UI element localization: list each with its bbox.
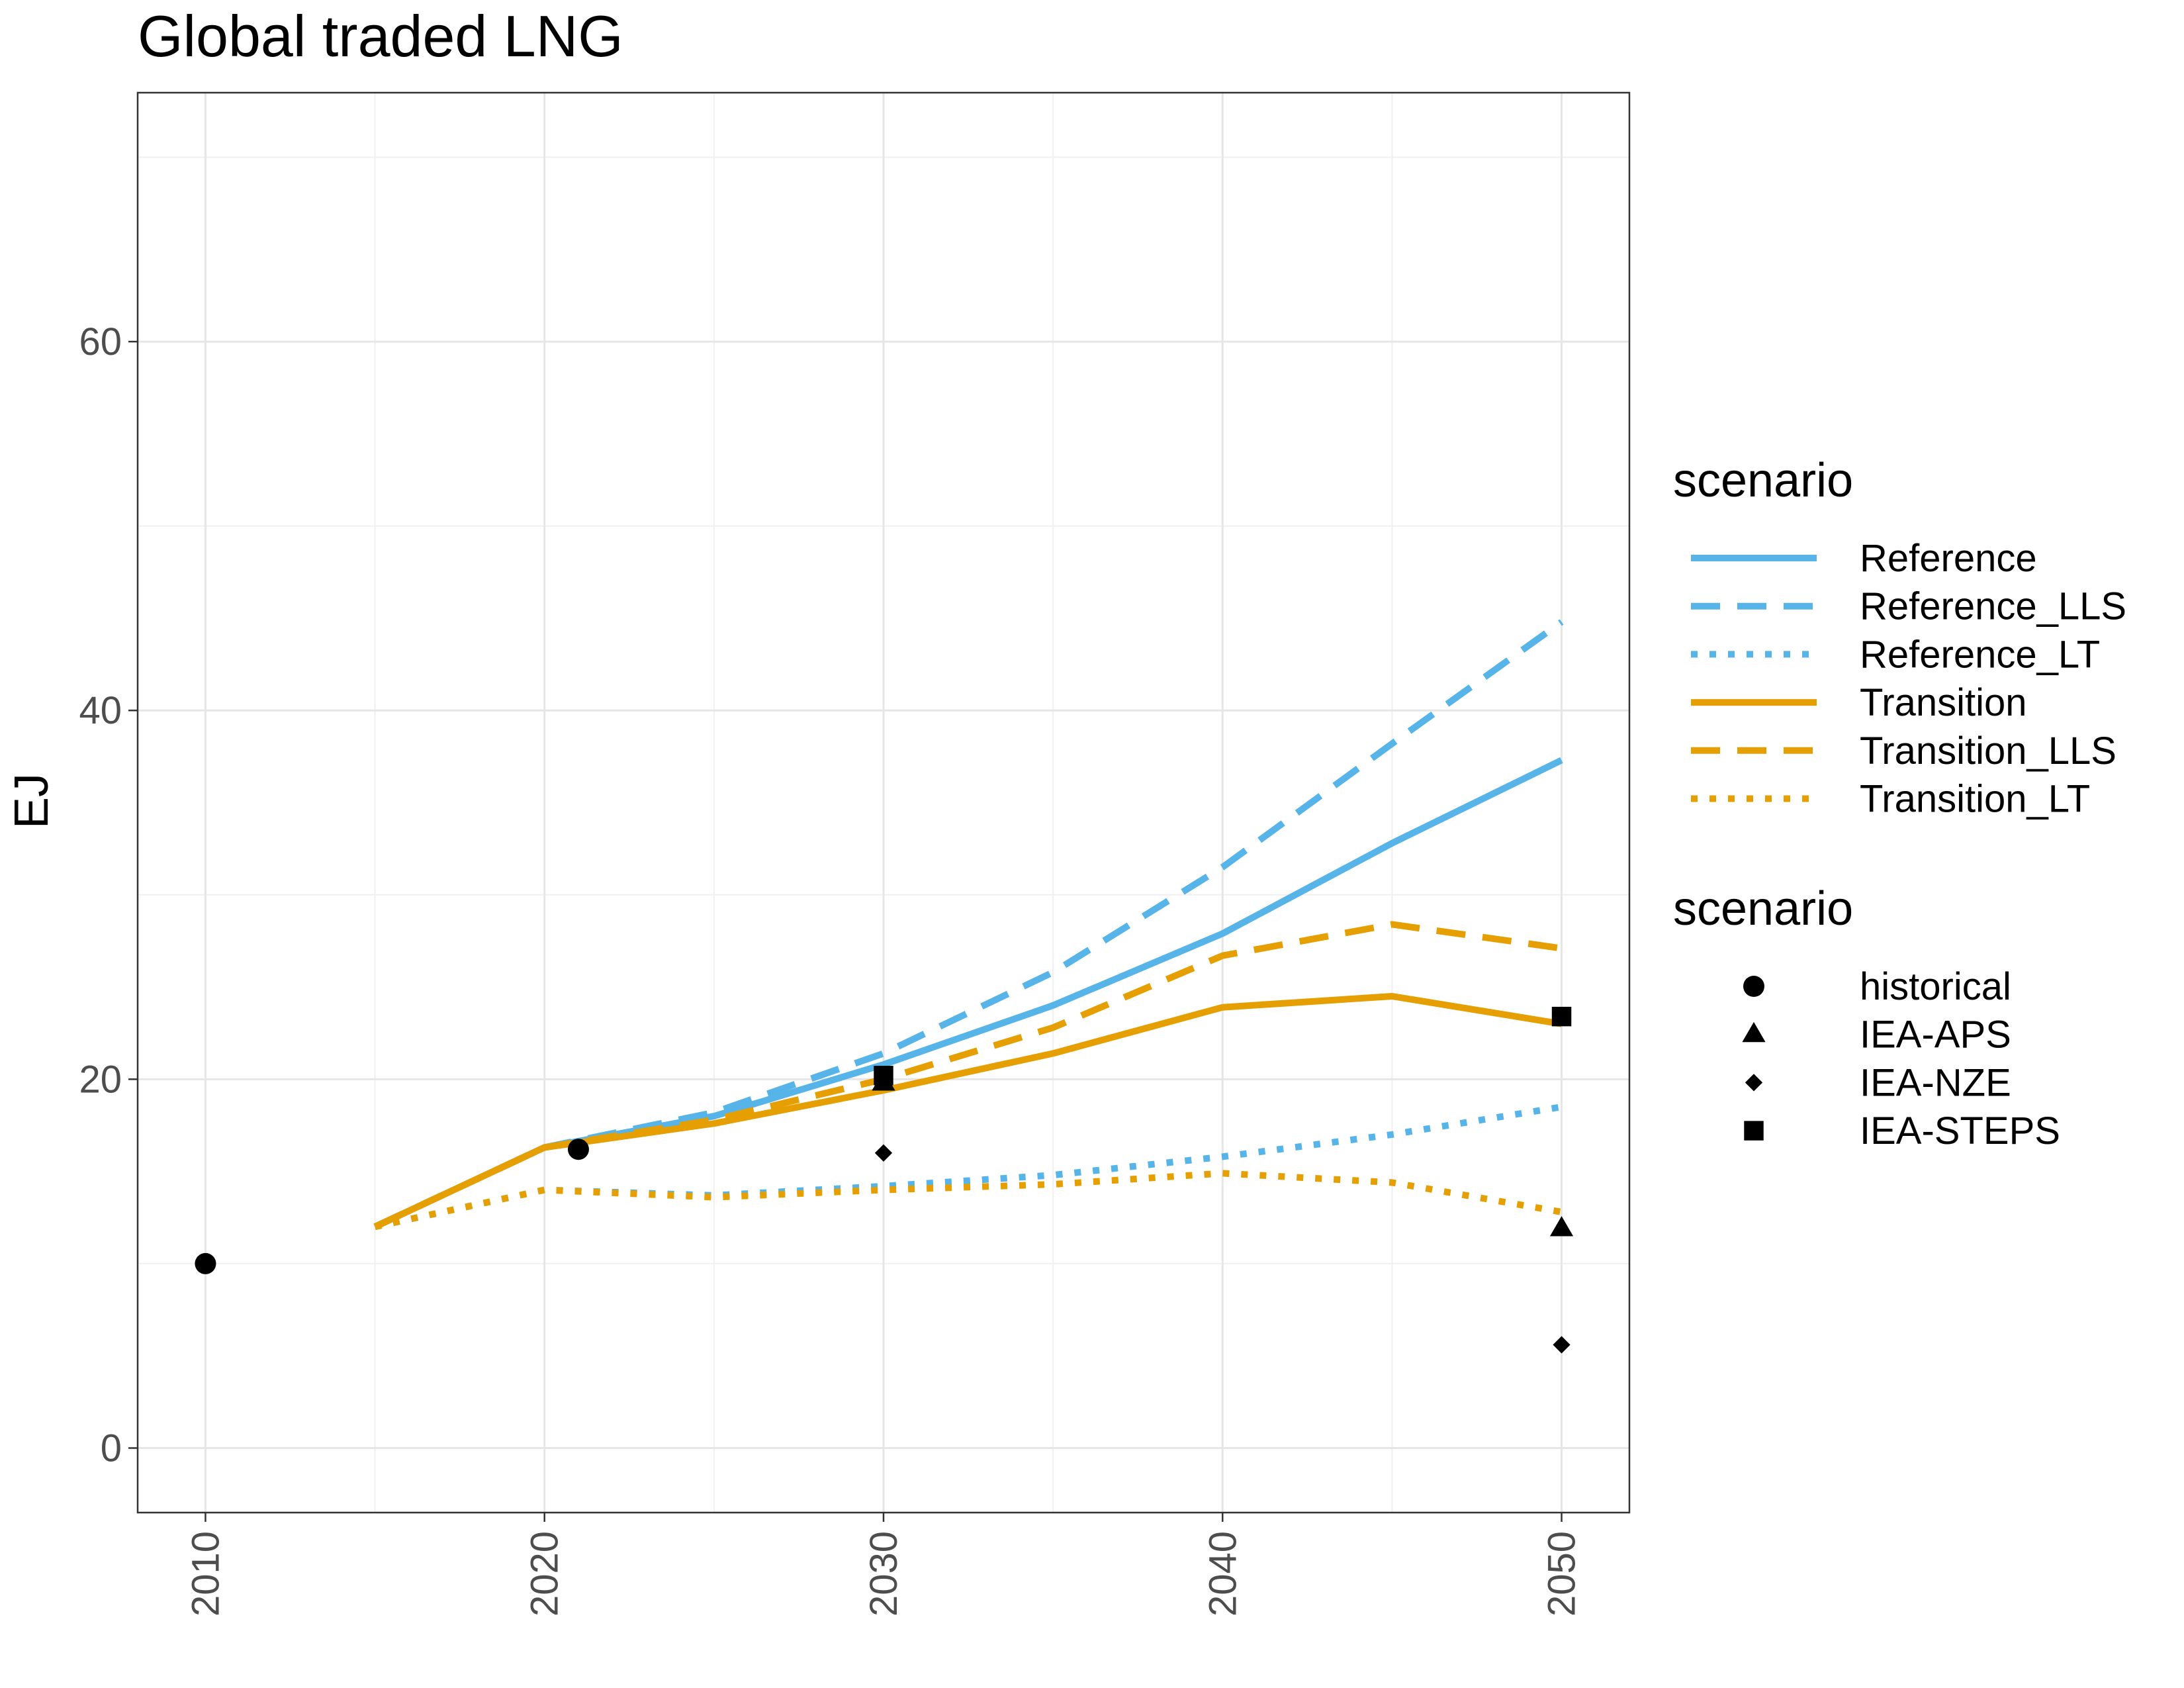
legend-key-iea-steps — [1744, 1121, 1764, 1141]
point-iea-nze — [1553, 1336, 1570, 1354]
x-tick-label: 2030 — [862, 1531, 905, 1617]
legend-label: historical — [1860, 965, 2011, 1008]
legend-title-lines: scenario — [1673, 454, 1853, 507]
grid-major — [138, 93, 1629, 1513]
point-historical — [567, 1139, 589, 1160]
legend-label: Reference — [1860, 537, 2037, 580]
legend-label: Transition_LLS — [1860, 729, 2116, 773]
x-tick-label: 2010 — [184, 1531, 227, 1617]
x-tick-label: 2050 — [1541, 1531, 1584, 1617]
x-tick-label: 2040 — [1201, 1531, 1244, 1617]
series-line-reference-lt — [374, 1103, 1563, 1231]
point-iea-nze — [874, 1144, 893, 1162]
series-line-reference-lls — [373, 619, 1564, 1230]
legend-label: Reference_LLS — [1860, 585, 2126, 628]
legend-label: Reference_LT — [1860, 633, 2100, 676]
point-iea-steps — [874, 1066, 893, 1086]
series-line-reference — [373, 757, 1563, 1230]
legend-title-points: scenario — [1673, 882, 1853, 935]
legend-key-iea-nze — [1745, 1074, 1763, 1092]
legend-key-historical — [1743, 976, 1764, 997]
legend-label: Transition_LT — [1860, 778, 2090, 821]
series-layer — [373, 619, 1564, 1231]
y-tick-label: 40 — [79, 689, 122, 732]
points-layer — [195, 1006, 1574, 1354]
legend-key-iea-aps — [1742, 1021, 1766, 1043]
chart-title: Global traded LNG — [138, 3, 623, 69]
point-iea-aps — [1549, 1216, 1574, 1237]
point-historical — [195, 1252, 216, 1274]
x-tick-label: 2020 — [523, 1531, 567, 1617]
series-line-transition-lt — [374, 1170, 1563, 1231]
legend: scenarioReferenceReference_LLSReference_… — [1673, 454, 2126, 1152]
y-tick-label: 0 — [101, 1427, 122, 1470]
y-tick-label: 60 — [79, 320, 122, 363]
series-line-transition-lls — [373, 921, 1563, 1230]
series-line-transition — [373, 993, 1563, 1230]
point-iea-steps — [1551, 1006, 1572, 1027]
y-tick-label: 20 — [79, 1058, 122, 1101]
legend-label: IEA-NZE — [1860, 1061, 2011, 1104]
legend-label: Transition — [1860, 681, 2027, 724]
y-axis-label: EJ — [5, 773, 58, 829]
legend-label: IEA-APS — [1860, 1013, 2011, 1056]
legend-label: IEA-STEPS — [1860, 1109, 2060, 1152]
